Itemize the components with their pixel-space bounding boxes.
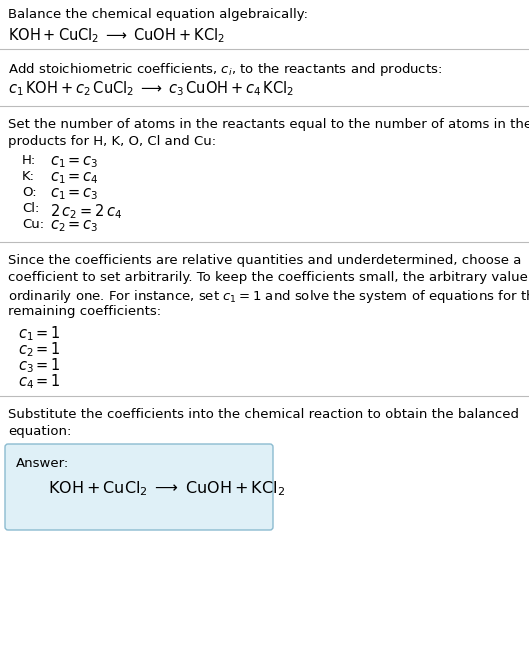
Text: O:: O:	[22, 186, 37, 199]
Text: $2\,c_2 = 2\,c_4$: $2\,c_2 = 2\,c_4$	[50, 202, 122, 221]
Text: $c_1 = c_3$: $c_1 = c_3$	[50, 154, 98, 170]
Text: $c_3 = 1$: $c_3 = 1$	[18, 356, 61, 375]
FancyBboxPatch shape	[5, 444, 273, 530]
Text: Cl:: Cl:	[22, 202, 39, 215]
Text: $c_2 = c_3$: $c_2 = c_3$	[50, 218, 98, 234]
Text: $c_4 = 1$: $c_4 = 1$	[18, 372, 61, 391]
Text: Since the coefficients are relative quantities and underdetermined, choose a: Since the coefficients are relative quan…	[8, 254, 522, 267]
Text: $\mathrm{KOH + CuCl_2 \;\longrightarrow\; CuOH + KCl_2}$: $\mathrm{KOH + CuCl_2 \;\longrightarrow\…	[48, 479, 285, 498]
Text: ordinarily one. For instance, set $c_1 = 1$ and solve the system of equations fo: ordinarily one. For instance, set $c_1 =…	[8, 288, 529, 305]
Text: $c_1 = c_4$: $c_1 = c_4$	[50, 170, 99, 186]
Text: Balance the chemical equation algebraically:: Balance the chemical equation algebraica…	[8, 8, 308, 21]
Text: Substitute the coefficients into the chemical reaction to obtain the balanced: Substitute the coefficients into the che…	[8, 408, 519, 421]
Text: Set the number of atoms in the reactants equal to the number of atoms in the: Set the number of atoms in the reactants…	[8, 118, 529, 131]
Text: Add stoichiometric coefficients, $c_i$, to the reactants and products:: Add stoichiometric coefficients, $c_i$, …	[8, 61, 442, 78]
Text: K:: K:	[22, 170, 35, 183]
Text: Cu:: Cu:	[22, 218, 44, 231]
Text: H:: H:	[22, 154, 37, 167]
Text: coefficient to set arbitrarily. To keep the coefficients small, the arbitrary va: coefficient to set arbitrarily. To keep …	[8, 271, 529, 284]
Text: $c_2 = 1$: $c_2 = 1$	[18, 340, 61, 358]
Text: equation:: equation:	[8, 425, 71, 438]
Text: $c_1\,\mathrm{KOH} + c_2\,\mathrm{CuCl_2} \;\longrightarrow\; c_3\,\mathrm{CuOH}: $c_1\,\mathrm{KOH} + c_2\,\mathrm{CuCl_2…	[8, 79, 294, 98]
Text: Answer:: Answer:	[16, 457, 69, 470]
Text: $c_1 = 1$: $c_1 = 1$	[18, 324, 61, 343]
Text: $\mathrm{KOH + CuCl_2 \;\longrightarrow\; CuOH + KCl_2}$: $\mathrm{KOH + CuCl_2 \;\longrightarrow\…	[8, 26, 225, 45]
Text: $c_1 = c_3$: $c_1 = c_3$	[50, 186, 98, 202]
Text: remaining coefficients:: remaining coefficients:	[8, 305, 161, 318]
Text: products for H, K, O, Cl and Cu:: products for H, K, O, Cl and Cu:	[8, 135, 216, 148]
